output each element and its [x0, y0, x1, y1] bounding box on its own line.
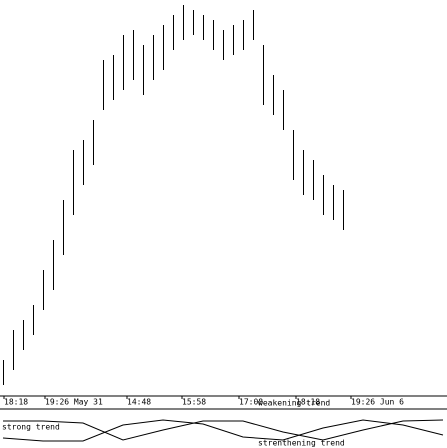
x-tick-label: 18:18 — [296, 398, 320, 407]
x-tick-label: 19:26 May 31 — [45, 398, 103, 407]
annotation: weakening trend — [258, 399, 330, 408]
x-tick-label: 19:26 Jun 6 — [351, 398, 404, 407]
x-tick-label: 14:48 — [127, 398, 151, 407]
x-tick-label: 18:18 — [4, 398, 28, 407]
annotation: strenthening trend — [258, 439, 345, 448]
x-tick-label: 15:58 — [182, 398, 206, 407]
x-tick-label: 17:08 — [239, 398, 263, 407]
indicator-line — [2, 419, 444, 442]
annotation: strong trend — [2, 423, 60, 432]
indicator-line — [3, 419, 444, 441]
